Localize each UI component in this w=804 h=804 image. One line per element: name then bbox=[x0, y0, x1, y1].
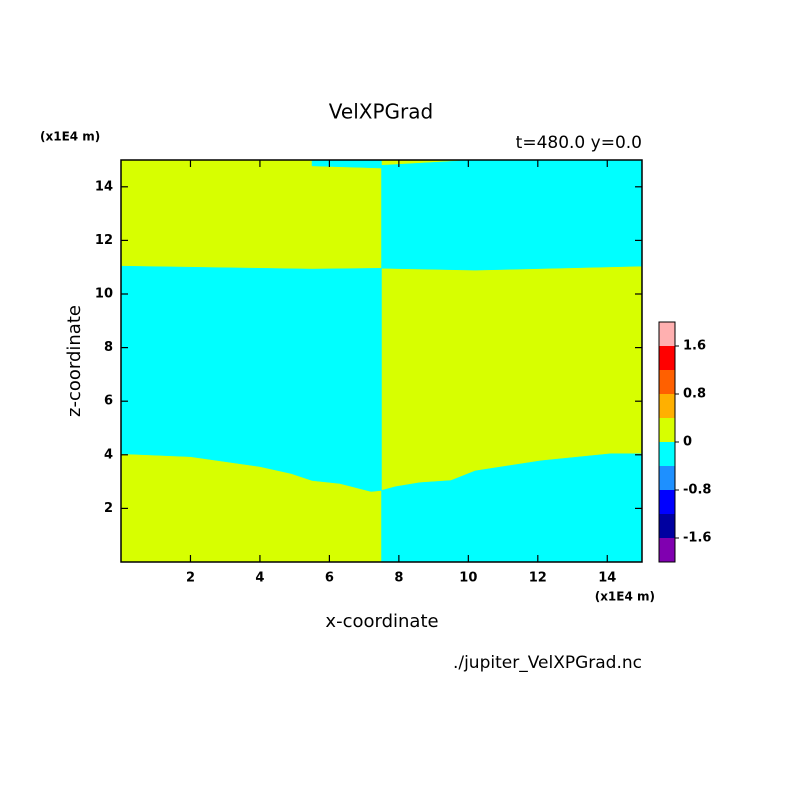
colorbar-bin bbox=[659, 538, 675, 562]
colorbar-tick-label: -1.6 bbox=[683, 531, 711, 546]
y-unit: (x1E4 m) bbox=[40, 130, 100, 144]
plot-frame bbox=[120, 159, 643, 563]
colorbar-bin bbox=[659, 370, 675, 394]
y-tick-label: 6 bbox=[104, 394, 113, 409]
colorbar-bin bbox=[659, 322, 675, 346]
x-tick-label: 6 bbox=[325, 571, 334, 586]
colorbar-tick-label: 1.6 bbox=[683, 339, 706, 354]
y-tick-label: 14 bbox=[95, 179, 113, 194]
colorbar-bin bbox=[659, 466, 675, 490]
x-tick-label: 2 bbox=[186, 571, 195, 586]
colorbar-bin bbox=[659, 394, 675, 418]
y-tick-label: 12 bbox=[95, 233, 113, 248]
colorbar-tick-label: 0.8 bbox=[683, 387, 706, 402]
y-tick-label: 2 bbox=[104, 501, 113, 516]
colorbar-tick-label: -0.8 bbox=[683, 483, 711, 498]
colorbar-bin bbox=[659, 346, 675, 370]
x-tick-label: 8 bbox=[394, 571, 403, 586]
x-tick-label: 12 bbox=[529, 571, 547, 586]
chart-subtitle: t=480.0 y=0.0 bbox=[516, 133, 642, 153]
colorbar-tick-label: 0 bbox=[683, 435, 692, 450]
source-file: ./jupiter_VelXPGrad.nc bbox=[453, 653, 642, 673]
colorbar-bin bbox=[659, 418, 675, 442]
y-tick-label: 10 bbox=[95, 287, 113, 302]
y-tick-label: 4 bbox=[104, 447, 113, 462]
x-tick-label: 10 bbox=[459, 571, 477, 586]
contour-region bbox=[120, 265, 382, 492]
x-tick-label: 4 bbox=[255, 571, 264, 586]
chart-title: VelXPGrad bbox=[329, 100, 433, 124]
y-axis-label: z-coordinate bbox=[64, 305, 85, 417]
x-axis-label: x-coordinate bbox=[325, 611, 438, 632]
y-tick-label: 8 bbox=[104, 340, 113, 355]
colorbar-bin bbox=[659, 514, 675, 538]
contour-region bbox=[381, 159, 643, 271]
x-unit: (x1E4 m) bbox=[595, 590, 655, 604]
colorbar-bin bbox=[659, 442, 675, 466]
x-tick-label: 14 bbox=[598, 571, 616, 586]
colorbar-bin bbox=[659, 490, 675, 514]
